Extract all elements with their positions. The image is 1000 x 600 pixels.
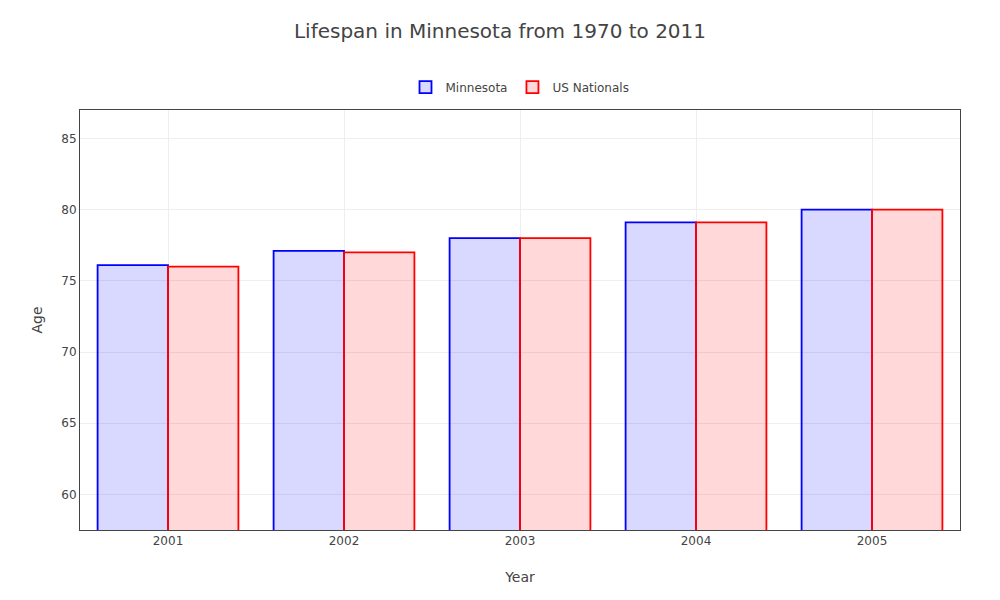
svg-text:Year: Year bbox=[504, 569, 535, 585]
svg-text:2004: 2004 bbox=[681, 534, 712, 548]
svg-text:US Nationals: US Nationals bbox=[552, 81, 628, 95]
svg-text:2001: 2001 bbox=[153, 534, 184, 548]
svg-text:75: 75 bbox=[61, 274, 76, 288]
svg-text:Minnesota: Minnesota bbox=[446, 81, 508, 95]
svg-text:85: 85 bbox=[61, 132, 76, 146]
svg-text:80: 80 bbox=[61, 203, 76, 217]
svg-text:2002: 2002 bbox=[329, 534, 360, 548]
svg-text:70: 70 bbox=[61, 345, 76, 359]
svg-text:Age: Age bbox=[29, 306, 45, 333]
svg-text:2003: 2003 bbox=[505, 534, 536, 548]
svg-text:65: 65 bbox=[61, 416, 76, 430]
svg-text:Lifespan in Minnesota from 197: Lifespan in Minnesota from 1970 to 2011 bbox=[294, 19, 706, 43]
svg-text:2005: 2005 bbox=[857, 534, 888, 548]
svg-text:60: 60 bbox=[61, 488, 76, 502]
